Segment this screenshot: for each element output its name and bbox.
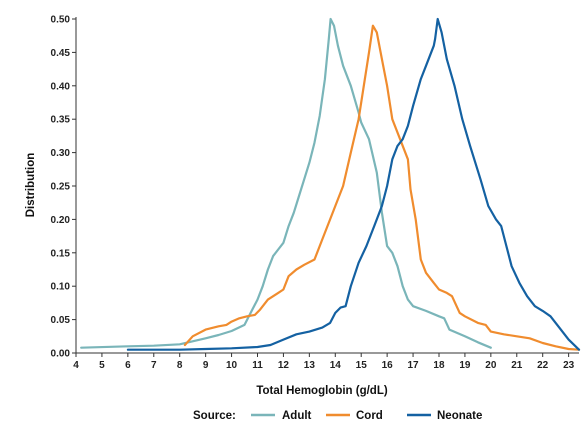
legend-label-cord: Cord — [356, 410, 383, 422]
x-axis-title: Total Hemoglobin (g/dL) — [256, 385, 388, 397]
x-tick-label: 4 — [73, 360, 79, 371]
x-tick-label: 9 — [203, 360, 209, 371]
y-tick-label: 0.00 — [51, 349, 71, 360]
x-tick-label: 6 — [125, 360, 131, 371]
legend-title: Source: — [193, 410, 236, 422]
x-tick-label: 17 — [407, 360, 419, 371]
x-tick-label: 15 — [356, 360, 368, 371]
y-tick-label: 0.40 — [51, 81, 71, 92]
x-tick-label: 18 — [433, 360, 445, 371]
x-tick-label: 8 — [177, 360, 183, 371]
y-tick-label: 0.20 — [51, 215, 71, 226]
series-layer — [80, 17, 581, 351]
legend-label-neonate: Neonate — [437, 410, 482, 422]
x-tick-label: 11 — [252, 360, 263, 371]
x-tick-label: 7 — [151, 360, 157, 371]
y-tick-label: 0.15 — [51, 248, 71, 259]
x-tick-label: 21 — [511, 360, 523, 371]
x-tick-label: 14 — [330, 360, 342, 371]
x-tick-label: 12 — [278, 360, 290, 371]
series-line-adult — [80, 17, 492, 349]
series-line-cord — [183, 24, 581, 351]
x-tick-label: 19 — [459, 360, 471, 371]
legend-item-adult: Adult — [251, 410, 312, 422]
x-tick-label: 22 — [537, 360, 549, 371]
x-tick-label: 16 — [382, 360, 394, 371]
x-tick-label: 10 — [226, 360, 238, 371]
x-tick-label: 23 — [563, 360, 575, 371]
axes: 0.00 0.05 0.10 0.15 0.20 0.25 0.30 0.35 0.40 0.45… — [51, 15, 579, 371]
y-tick-label: 0.50 — [51, 15, 71, 26]
y-tick-label: 0.30 — [51, 148, 71, 159]
y-tick-label: 0.35 — [51, 115, 71, 126]
y-tick-label: 0.25 — [51, 182, 71, 193]
x-tick-label: 5 — [99, 360, 105, 371]
legend-item-neonate: Neonate — [407, 410, 482, 422]
y-tick-label: 0.05 — [51, 315, 71, 326]
legend-item-cord: Cord — [326, 410, 383, 422]
x-tick-label: 13 — [304, 360, 316, 371]
legend: Source: Adult Cord Neonate — [193, 410, 482, 422]
x-tick-label: 20 — [485, 360, 497, 371]
series-line-neonate — [126, 17, 581, 351]
y-axis-title: Distribution — [25, 153, 37, 218]
y-tick-label: 0.10 — [51, 282, 71, 293]
legend-label-adult: Adult — [282, 410, 312, 422]
y-tick-label: 0.45 — [51, 48, 71, 59]
